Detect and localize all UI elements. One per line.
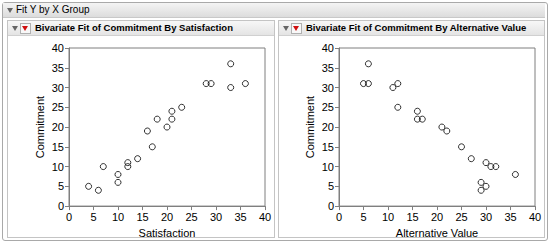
svg-text:40: 40 (52, 42, 64, 54)
svg-text:20: 20 (322, 121, 334, 133)
svg-text:15: 15 (52, 141, 64, 153)
svg-text:10: 10 (112, 211, 124, 223)
svg-text:20: 20 (431, 211, 443, 223)
html-text:Bivariate Fit of Commitment By: Bivariate Fit of Commitment By Alternati… (306, 22, 527, 33)
svg-text:15: 15 (322, 141, 334, 153)
svg-text:20: 20 (52, 121, 64, 133)
html-text:Bivariate Fit of Commitment By: Bivariate Fit of Commitment By Satisfact… (35, 22, 233, 33)
svg-text:20: 20 (161, 211, 173, 223)
svg-text:Commitment: Commitment (304, 96, 316, 158)
svg-text:0: 0 (336, 211, 342, 223)
svg-text:40: 40 (529, 211, 541, 223)
svg-text:5: 5 (90, 211, 96, 223)
svg-text:5: 5 (58, 180, 64, 192)
html-text:Fit Y by X Group: Fit Y by X Group (16, 4, 90, 15)
svg-text:15: 15 (136, 211, 148, 223)
svg-text:Alternative Value: Alternative Value (396, 227, 478, 239)
svg-text:10: 10 (382, 211, 394, 223)
svg-text:35: 35 (52, 62, 64, 74)
svg-text:25: 25 (185, 211, 197, 223)
svg-text:0: 0 (58, 200, 64, 212)
svg-text:25: 25 (322, 101, 334, 113)
svg-text:30: 30 (210, 211, 222, 223)
svg-text:5: 5 (360, 211, 366, 223)
svg-text:25: 25 (52, 101, 64, 113)
svg-text:0: 0 (328, 200, 334, 212)
svg-text:0: 0 (66, 211, 72, 223)
svg-text:10: 10 (52, 161, 64, 173)
svg-text:15: 15 (406, 211, 418, 223)
svg-text:40: 40 (322, 42, 334, 54)
svg-text:35: 35 (234, 211, 246, 223)
svg-text:30: 30 (52, 82, 64, 94)
svg-text:Commitment: Commitment (34, 96, 46, 158)
svg-text:30: 30 (480, 211, 492, 223)
svg-text:40: 40 (259, 211, 271, 223)
svg-text:30: 30 (322, 82, 334, 94)
svg-text:25: 25 (455, 211, 467, 223)
svg-text:Satisfaction: Satisfaction (139, 227, 196, 239)
svg-text:10: 10 (322, 161, 334, 173)
svg-text:5: 5 (328, 180, 334, 192)
svg-text:35: 35 (504, 211, 516, 223)
svg-text:35: 35 (322, 62, 334, 74)
